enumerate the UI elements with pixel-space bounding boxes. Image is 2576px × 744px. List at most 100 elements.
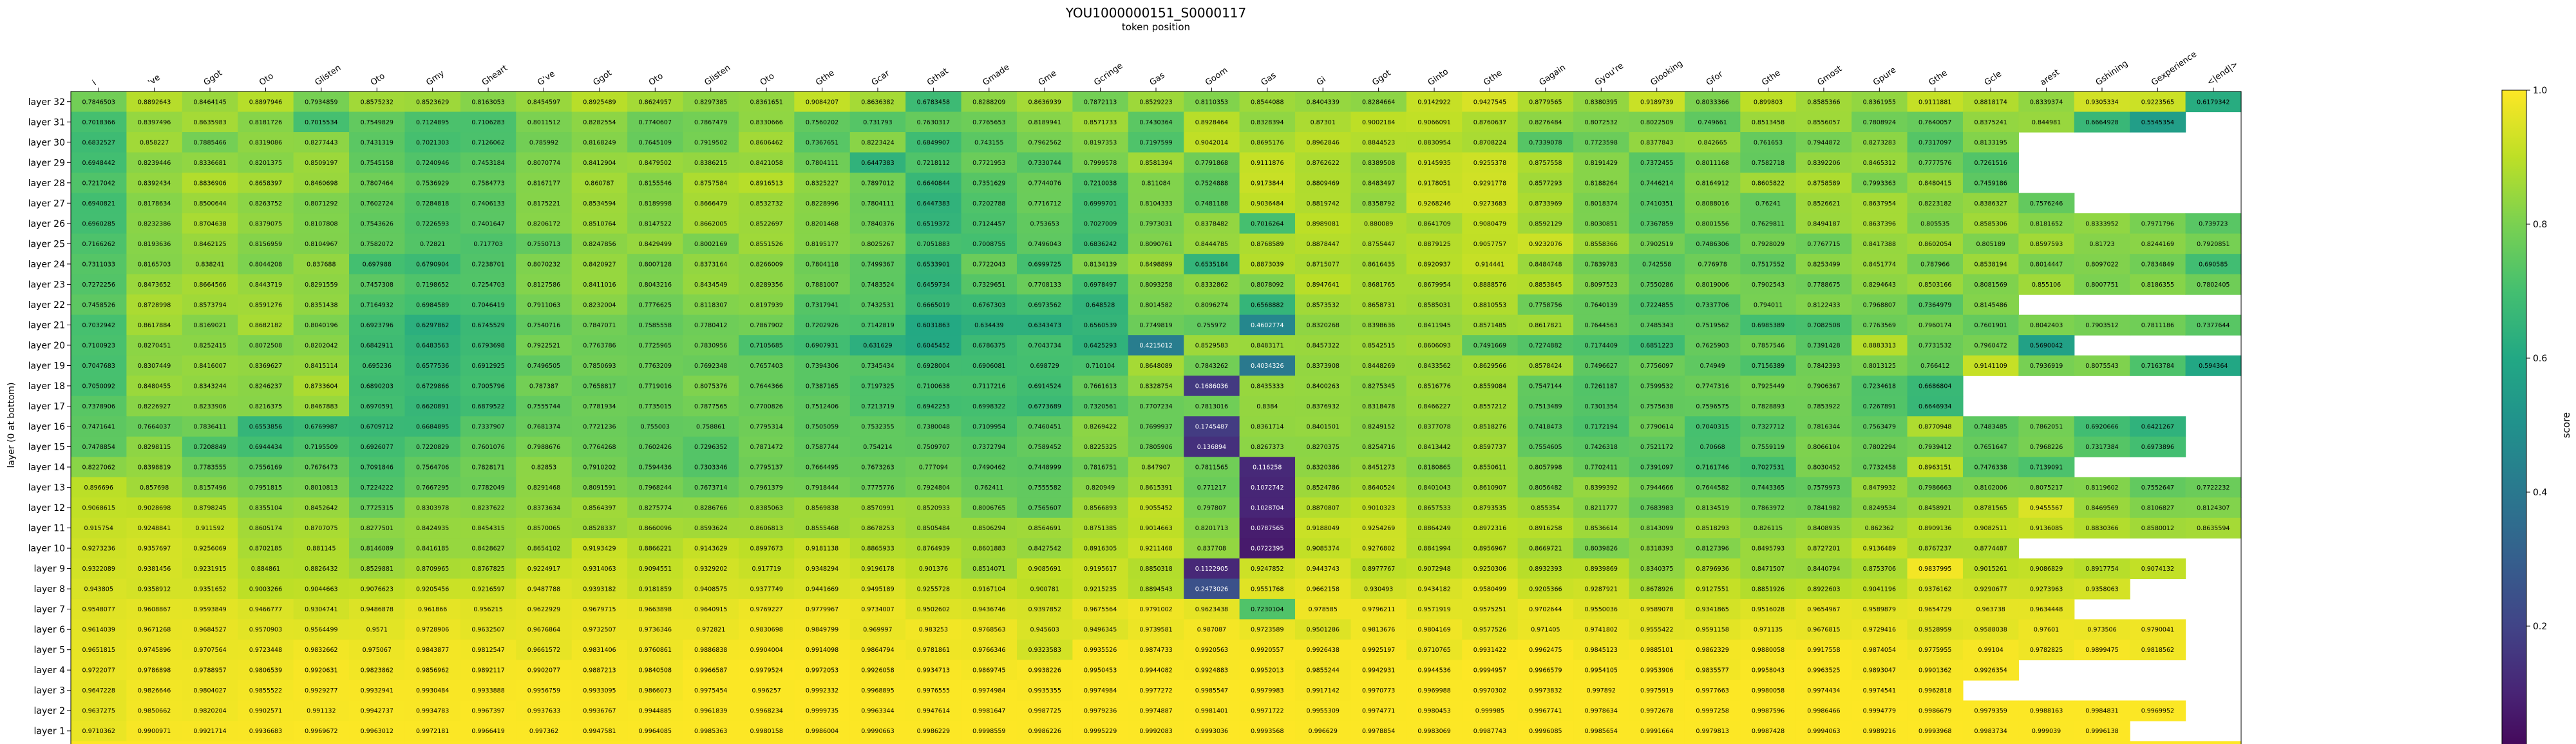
heatmap-cell [126,457,183,478]
cell-value-label: 0.8444785 [1195,241,1228,248]
cell-value-label: 0.6999725 [1028,261,1061,268]
cell-value-label: 0.7910202 [583,464,616,472]
cell-value-label: 0.8575232 [361,99,393,106]
heatmap-cell [2074,517,2130,539]
cell-value-label: 0.8252415 [193,342,226,349]
heatmap-cell [627,558,684,579]
heatmap-cell [71,213,128,234]
heatmap-cell [627,538,684,559]
heatmap-cell [2018,193,2075,214]
heatmap-cell [1740,193,1797,214]
heatmap-cell [1072,213,1129,234]
heatmap-cell [1629,314,1685,336]
heatmap-cell [627,396,684,417]
cell-value-label: 0.8145486 [1974,301,2007,309]
cell-value-label: 0.9979359 [1974,708,2007,715]
cell-value-label: 0.8542515 [1362,342,1395,349]
cell-value-label: 0.7836411 [193,424,226,431]
heatmap-cell [1072,741,1129,744]
cell-value-label: 0.7740607 [639,119,672,126]
cell-value-label: 0.7197325 [861,383,894,390]
heatmap-cell [1072,376,1129,397]
cell-value-label: 0.7008755 [972,241,1005,248]
x-tick-label: Ggot [202,68,224,88]
heatmap-cell [1684,741,1741,744]
cell-value-label: 0.0787565 [1251,525,1283,532]
heatmap-cell [1629,477,1685,498]
heatmap-cell [683,517,739,539]
y-tick-label: layer 19 [28,361,65,371]
cell-value-label: 0.9977272 [1139,687,1172,694]
heatmap-cell [1684,396,1741,417]
cell-value-label: 0.9902077 [527,667,560,674]
cell-value-label: 0.9874054 [1863,647,1896,654]
heatmap-cell [961,416,1018,437]
cell-value-label: 0.9987428 [1752,728,1785,735]
heatmap-cell [1016,91,1073,113]
heatmap-cell [1128,497,1184,519]
heatmap-cell [1740,132,1797,153]
heatmap-cell [1629,376,1685,397]
cell-value-label: 0.8551526 [750,241,782,248]
cell-value-label: 0.9972053 [806,667,838,674]
heatmap-cell [1573,173,1630,194]
cell-value-label: 0.7906367 [1807,383,1840,390]
cell-value-label: 0.6923796 [361,322,393,329]
heatmap-cell [1016,335,1073,356]
cell-value-label: 0.9970302 [1473,687,1506,694]
cell-value-label: 0.8178634 [138,200,171,207]
heatmap-cell [182,376,238,397]
cell-value-label: 0.7968226 [2030,444,2063,451]
cell-value-label: 0.7372455 [1640,160,1673,167]
heatmap-cell [293,741,350,744]
cell-value-label: 0.8284664 [1362,99,1395,106]
cell-value-label: 0.9880058 [1752,647,1785,654]
cell-value-label: 0.8818174 [1974,99,2007,106]
cell-value-label: 0.9963012 [361,728,393,735]
heatmap-cell [1016,396,1073,417]
heatmap-cell [1072,233,1129,254]
cell-value-label: 0.9501286 [1307,627,1340,634]
heatmap-cell [1852,741,1908,744]
cell-value-label: 0.8336681 [193,160,226,167]
cell-value-label: 0.9924883 [1195,667,1228,674]
cell-value-label: 0.971135 [1754,627,1783,634]
cell-value-label: 0.8830954 [1417,139,1450,146]
cell-value-label: 0.8025267 [861,241,894,248]
heatmap-cell [1852,436,1908,457]
cell-value-label: 0.9944536 [1417,667,1450,674]
heatmap-cell [627,741,684,744]
heatmap-cell [1406,355,1463,376]
heatmap-cell [238,538,294,559]
heatmap-cell [1350,436,1407,457]
cell-value-label: 0.7380048 [917,424,950,431]
cell-value-label: 0.9745896 [138,647,171,654]
cell-value-label: 0.6879522 [471,403,504,410]
cell-value-label: 0.7254703 [471,281,504,289]
heatmap-cell [1907,376,1964,397]
cell-value-label: 0.7843262 [1195,363,1228,370]
cell-value-label: 0.9223565 [2141,99,2174,106]
cell-value-label: 0.8188264 [1585,180,1618,187]
cell-value-label: 0.8606813 [750,525,782,532]
heatmap-cell [738,558,795,579]
heatmap-cell [1740,497,1797,519]
cell-value-label: 0.7811565 [1195,464,1228,472]
heatmap-cell [2130,274,2186,295]
heatmap-cell [683,457,739,478]
heatmap-cell [849,396,906,417]
heatmap-cell [460,376,516,397]
heatmap-cell [238,436,294,457]
y-tick-label: layer 20 [28,341,65,351]
cell-value-label: 0.9232076 [1529,241,1562,248]
heatmap-cell [794,741,851,744]
heatmap-cell [1128,91,1184,113]
heatmap-cell [849,538,906,559]
cell-value-label: 0.9831406 [583,647,616,654]
cell-value-label: 0.8122433 [1807,301,1840,309]
cell-value-label: 0.9926438 [1307,647,1340,654]
heatmap-cell [1128,376,1184,397]
cell-value-label: 0.7197599 [1139,139,1172,146]
cell-value-label: 0.8328394 [1251,119,1283,126]
cell-value-label: 0.797807 [1197,505,1226,512]
